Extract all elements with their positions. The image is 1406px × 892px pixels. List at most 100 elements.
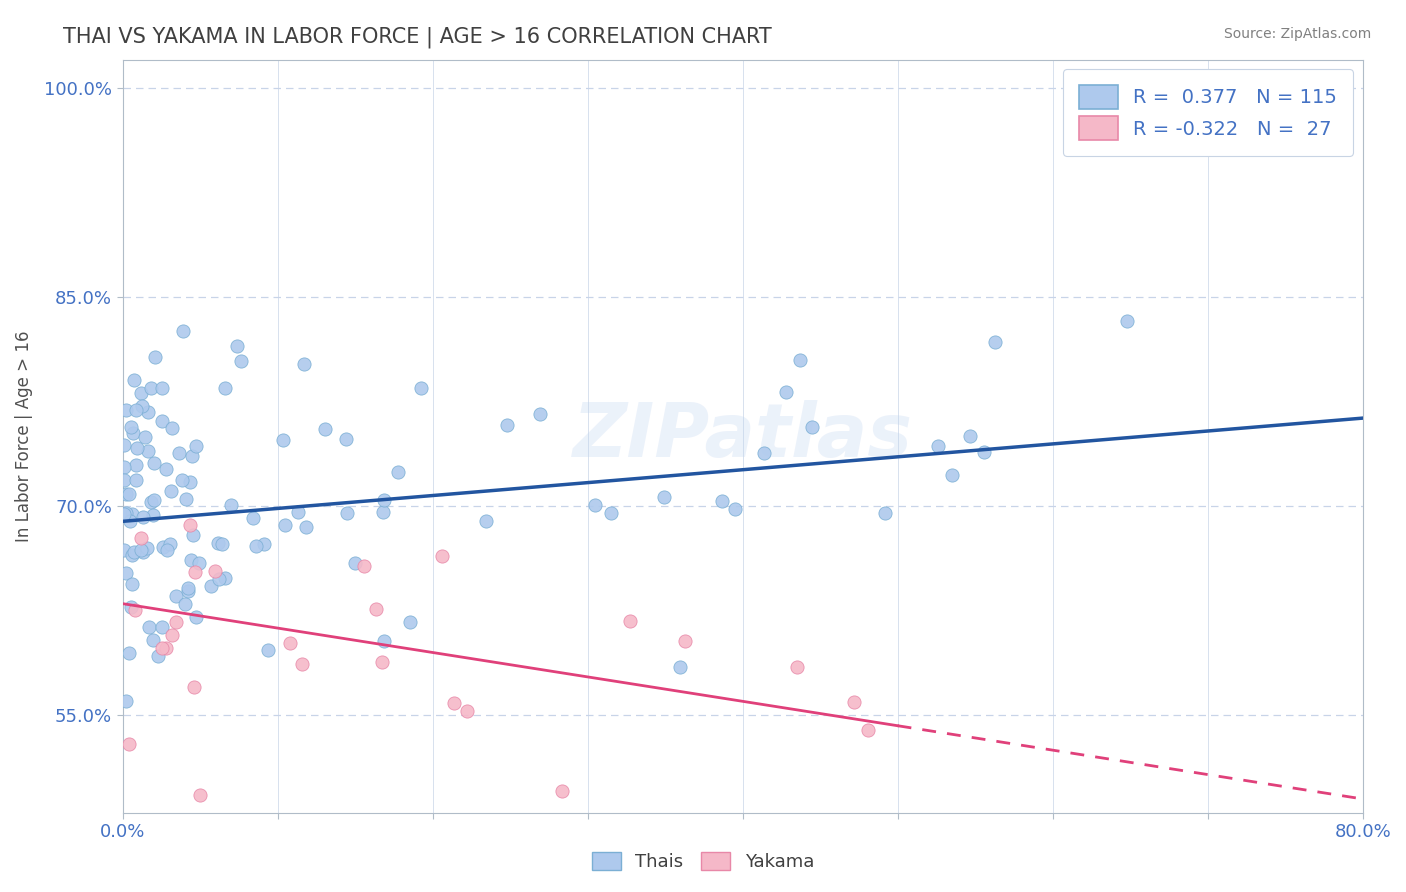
Point <box>409 381 432 395</box>
Point <box>752 446 775 460</box>
Point <box>142 493 165 508</box>
Point <box>366 602 388 616</box>
Point <box>121 508 143 522</box>
Point <box>273 518 295 533</box>
Point <box>652 490 675 504</box>
Point <box>200 579 222 593</box>
Point <box>186 610 208 624</box>
Point <box>336 506 359 520</box>
Point <box>129 386 152 401</box>
Point <box>188 789 211 803</box>
Point <box>188 556 211 570</box>
Point <box>179 518 201 533</box>
Point <box>475 514 498 528</box>
Point <box>207 536 229 550</box>
Point <box>183 680 205 694</box>
Point <box>165 615 187 630</box>
Point <box>112 543 135 558</box>
Point <box>242 511 264 525</box>
Point <box>941 468 963 483</box>
Point <box>174 597 197 611</box>
Point <box>927 439 949 453</box>
Point <box>186 439 208 453</box>
Point <box>172 324 194 338</box>
Point <box>155 641 177 656</box>
Point <box>122 373 145 387</box>
Text: ZIPatlas: ZIPatlas <box>572 400 912 473</box>
Point <box>177 582 200 596</box>
Point <box>801 420 824 434</box>
Point <box>371 504 394 518</box>
Point <box>583 499 606 513</box>
Point <box>204 564 226 578</box>
Point <box>156 542 179 557</box>
Point <box>135 541 157 555</box>
Point <box>118 487 141 501</box>
Point <box>176 583 198 598</box>
Point <box>132 509 155 524</box>
Point <box>353 559 375 574</box>
Point <box>214 381 236 395</box>
Point <box>112 473 135 487</box>
Point <box>124 545 146 559</box>
Point <box>150 381 173 395</box>
Point <box>373 493 395 508</box>
Point <box>430 549 453 564</box>
Point <box>152 540 174 554</box>
Point <box>456 705 478 719</box>
Point <box>160 420 183 434</box>
Point <box>112 507 135 521</box>
Point <box>184 565 207 579</box>
Point <box>273 433 295 447</box>
Point <box>131 400 153 414</box>
Point <box>134 430 156 444</box>
Point <box>125 458 148 473</box>
Point <box>125 403 148 417</box>
Point <box>146 649 169 664</box>
Point <box>150 415 173 429</box>
Point <box>141 495 163 509</box>
Point <box>314 422 336 436</box>
Point <box>844 695 866 709</box>
Point <box>287 505 309 519</box>
Text: THAI VS YAKAMA IN LABOR FORCE | AGE > 16 CORRELATION CHART: THAI VS YAKAMA IN LABOR FORCE | AGE > 16… <box>63 27 772 48</box>
Point <box>112 438 135 452</box>
Point <box>165 589 187 603</box>
Point <box>120 420 142 434</box>
Point <box>155 461 177 475</box>
Point <box>122 425 145 440</box>
Point <box>551 783 574 797</box>
Point <box>984 335 1007 350</box>
Point <box>600 506 623 520</box>
Point <box>169 446 191 460</box>
Point <box>180 553 202 567</box>
Point <box>176 492 198 507</box>
Point <box>124 603 146 617</box>
Point <box>371 655 394 669</box>
Point <box>162 628 184 642</box>
Point <box>786 660 808 674</box>
Point <box>673 634 696 648</box>
Point <box>711 493 734 508</box>
Point <box>172 473 194 487</box>
Point <box>129 532 152 546</box>
Point <box>114 694 136 708</box>
Point <box>181 450 204 464</box>
Point <box>245 539 267 553</box>
Point <box>142 508 165 522</box>
Point <box>112 460 135 475</box>
Point <box>125 441 148 455</box>
Point <box>142 633 165 648</box>
Point <box>858 723 880 737</box>
Y-axis label: In Labor Force | Age > 16: In Labor Force | Age > 16 <box>15 331 32 542</box>
Point <box>292 357 315 371</box>
Point <box>214 571 236 585</box>
Point <box>150 619 173 633</box>
Point <box>343 556 366 570</box>
Point <box>115 566 138 581</box>
Point <box>142 456 165 470</box>
Point <box>120 600 142 615</box>
Point <box>219 499 242 513</box>
Point <box>181 527 204 541</box>
Point <box>529 407 551 421</box>
